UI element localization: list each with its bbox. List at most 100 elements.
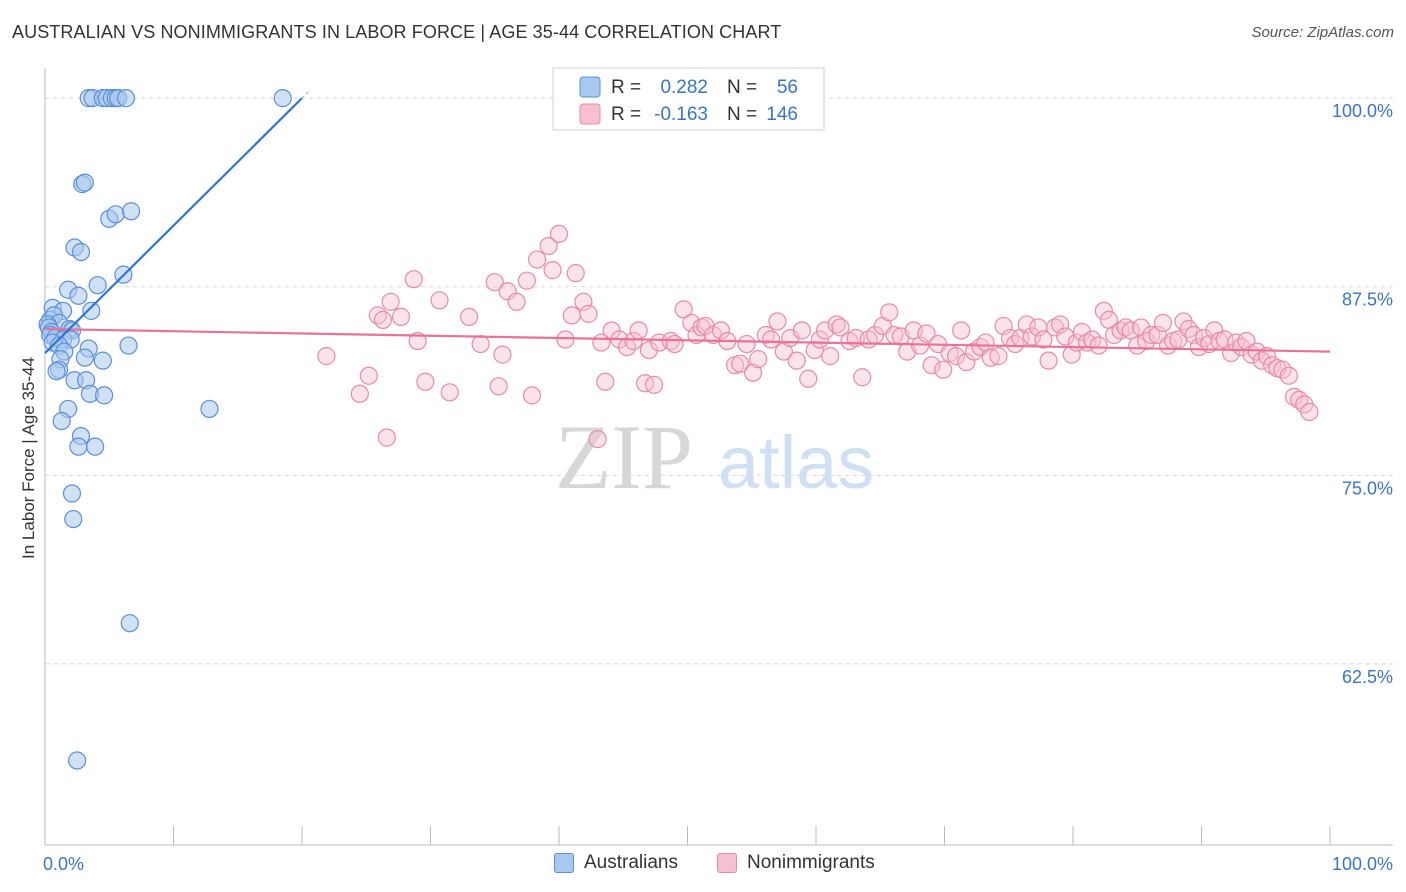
nonimmigrants-point xyxy=(682,313,701,333)
axis-layer: 0.0% 100.0% xyxy=(43,68,1393,874)
legend-r-label-australians: R = xyxy=(611,77,641,98)
nonimmigrants-point xyxy=(522,386,542,405)
australians-point xyxy=(52,411,71,431)
legend-item-nonimmigrants: Nonimmigrants xyxy=(717,852,875,874)
australians-point xyxy=(200,399,219,419)
nonimmigrants-point xyxy=(989,347,1008,366)
nonimmigrants-point xyxy=(596,372,615,391)
legend-swatch-nonimmigrants-bottom xyxy=(717,853,737,873)
australians-point xyxy=(62,484,82,503)
legend-n-label-australians: N = xyxy=(727,77,757,98)
nonimmigrants-point xyxy=(404,270,423,289)
australians-point xyxy=(69,437,88,456)
nonimmigrants-point xyxy=(674,300,693,319)
nonimmigrants-point xyxy=(768,312,787,331)
nonimmigrants-point xyxy=(665,334,684,354)
nonimmigrants-point xyxy=(373,310,393,330)
nonimmigrants-point xyxy=(644,375,664,394)
nonimmigrants-point xyxy=(566,264,585,283)
legend-n-value-australians: 56 xyxy=(777,77,798,98)
australians-point xyxy=(116,89,136,108)
australians-points xyxy=(38,89,292,770)
nonimmigrants-point xyxy=(359,366,378,385)
nonimmigrants-point xyxy=(635,374,655,393)
nonimmigrants-point xyxy=(934,360,953,379)
legend-bottom: Australians Nonimmigrants xyxy=(0,852,1406,878)
nonimmigrants-point xyxy=(440,383,459,402)
watermark-zip: ZIP xyxy=(555,406,693,508)
nonimmigrants-point xyxy=(624,331,643,351)
nonimmigrants-point xyxy=(1189,337,1209,357)
australians-point xyxy=(68,751,87,770)
nonimmigrants-point xyxy=(485,273,504,292)
nonimmigrants-point xyxy=(1051,315,1070,334)
y-tick-label: 87.5% xyxy=(1342,290,1393,310)
australians-trend-extension xyxy=(301,89,311,99)
nonimmigrants-point xyxy=(430,291,449,310)
nonimmigrants-point xyxy=(1300,402,1319,422)
nonimmigrants-point xyxy=(711,321,731,340)
nonimmigrants-point xyxy=(731,354,750,373)
nonimmigrants-point xyxy=(562,306,581,325)
legend-label-australians: Australians xyxy=(584,852,678,873)
watermark: ZIP atlas xyxy=(555,406,874,508)
source-label: Source: ZipAtlas.com xyxy=(1251,24,1394,41)
australians-point xyxy=(273,89,292,108)
nonimmigrants-point xyxy=(799,369,818,388)
nonimmigrants-point xyxy=(1017,315,1036,334)
nonimmigrants-point xyxy=(761,330,781,349)
nonimmigrants-point xyxy=(459,307,479,326)
australians-trend-line xyxy=(44,97,303,354)
legend-r-value-nonimmigrants: -0.163 xyxy=(654,104,708,125)
australians-point xyxy=(75,173,94,192)
nonimmigrants-point xyxy=(1128,336,1147,355)
australians-point xyxy=(86,437,105,456)
nonimmigrants-point xyxy=(556,330,575,349)
legend-n-value-nonimmigrants: 146 xyxy=(766,104,798,125)
legend-swatch-australians xyxy=(579,76,601,98)
trend-lines xyxy=(44,89,1331,354)
nonimmigrants-point xyxy=(1056,327,1075,346)
nonimmigrants-point xyxy=(1111,321,1130,340)
australians-point xyxy=(120,614,139,633)
nonimmigrants-point xyxy=(588,430,607,449)
nonimmigrants-trend-line xyxy=(44,327,1331,353)
nonimmigrants-point xyxy=(528,250,547,269)
nonimmigrants-point xyxy=(1263,356,1282,375)
australians-point xyxy=(119,336,138,355)
nonimmigrants-point xyxy=(976,333,995,352)
legend-r-value-australians: 0.282 xyxy=(660,77,708,98)
y-axis-title-group: In Labor Force | Age 35-44 xyxy=(19,357,38,559)
legend-n-label-nonimmigrants: N = xyxy=(727,104,757,125)
australians-point xyxy=(82,301,101,320)
nonimmigrants-point xyxy=(1142,325,1161,345)
nonimmigrants-point xyxy=(1205,321,1224,340)
nonimmigrants-point xyxy=(629,321,648,340)
legend-label-nonimmigrants: Nonimmigrants xyxy=(747,852,875,873)
australians-point xyxy=(121,202,141,221)
australians-point xyxy=(88,276,107,295)
nonimmigrants-point xyxy=(792,321,811,340)
x-tick-label-max: 100.0% xyxy=(1332,854,1393,874)
nonimmigrants-point xyxy=(1045,318,1065,337)
australians-point xyxy=(64,509,83,529)
nonimmigrants-point xyxy=(574,292,593,311)
grid-layer: 62.5% 75.0% 87.5% 100.0% xyxy=(45,97,1393,687)
nonimmigrants-point xyxy=(853,368,872,387)
watermark-atlas: atlas xyxy=(718,421,874,504)
y-axis-title: In Labor Force | Age 35-44 xyxy=(19,357,38,559)
nonimmigrants-point xyxy=(831,318,850,337)
nonimmigrants-point xyxy=(1153,313,1173,333)
nonimmigrants-point xyxy=(743,363,763,382)
nonimmigrants-point xyxy=(946,347,966,366)
chart-title: AUSTRALIAN VS NONIMMIGRANTS IN LABOR FOR… xyxy=(12,22,782,42)
nonimmigrants-point xyxy=(517,271,536,290)
australians-point xyxy=(71,242,91,262)
nonimmigrants-point xyxy=(1247,342,1266,361)
legend-swatch-australians-bottom xyxy=(554,853,574,873)
australians-point xyxy=(95,386,114,405)
nonimmigrants-point xyxy=(880,303,899,322)
nonimmigrants-point xyxy=(922,356,941,375)
legend-top: R = 0.282 N = 56 R = -0.163 N = 146 xyxy=(552,67,825,131)
